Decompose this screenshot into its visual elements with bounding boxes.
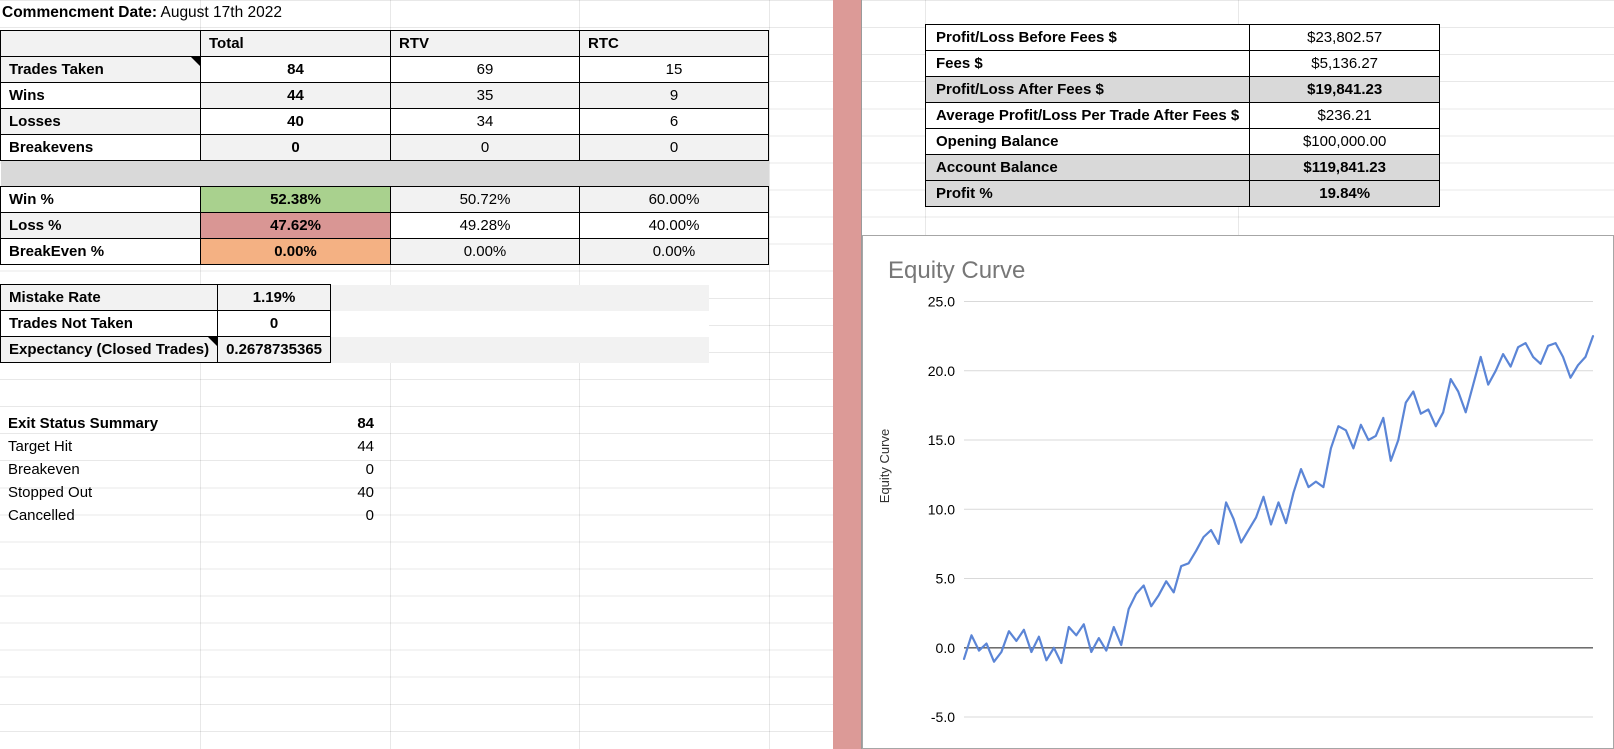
svg-text:15.0: 15.0 — [928, 432, 955, 448]
svg-text:-5.0: -5.0 — [931, 709, 955, 725]
svg-text:10.0: 10.0 — [928, 501, 955, 517]
svg-text:20.0: 20.0 — [928, 363, 955, 379]
svg-text:5.0: 5.0 — [936, 571, 956, 587]
svg-text:25.0: 25.0 — [928, 294, 955, 310]
svg-text:0.0: 0.0 — [936, 640, 956, 656]
